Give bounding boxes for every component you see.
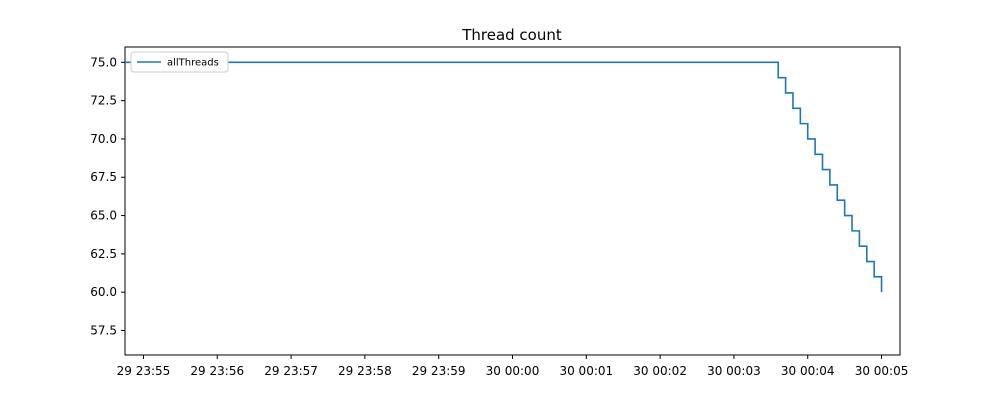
x-tick-label: 30 00:00	[486, 364, 540, 378]
y-tick-label: 60.0	[90, 285, 117, 299]
x-tick-label: 30 00:01	[559, 364, 613, 378]
legend-box	[130, 51, 229, 73]
legend-label: allThreads	[167, 58, 219, 69]
y-tick-label: 65.0	[90, 209, 117, 223]
x-tick-label: 29 23:57	[264, 364, 318, 378]
axes: 29 23:55 29 23:56 29 23:57 29 23:58 29 23:59…	[90, 46, 909, 378]
legend: allThreads	[130, 51, 229, 73]
series-line-allThreads	[125, 61, 883, 293]
chart-title: Thread count	[461, 26, 562, 44]
y-tick-label: 75.0	[90, 55, 117, 69]
x-tick-label: 29 23:55	[117, 364, 171, 378]
y-tick-label: 62.5	[90, 247, 117, 261]
plot-frame	[124, 46, 901, 356]
y-tick-label: 67.5	[90, 170, 117, 184]
y-tick-label: 57.5	[90, 323, 117, 337]
x-tick-label: 29 23:56	[190, 364, 244, 378]
x-tick-label: 30 00:02	[633, 364, 687, 378]
y-tick-label: 72.5	[90, 94, 117, 108]
x-tick-label: 29 23:58	[338, 364, 392, 378]
x-tick-label: 30 00:05	[855, 364, 909, 378]
y-tick-label: 70.0	[90, 132, 117, 146]
x-tick-label: 30 00:04	[781, 364, 835, 378]
x-tick-label: 29 23:59	[412, 364, 466, 378]
x-tick-label: 30 00:03	[707, 364, 761, 378]
plot-lines	[125, 61, 883, 293]
